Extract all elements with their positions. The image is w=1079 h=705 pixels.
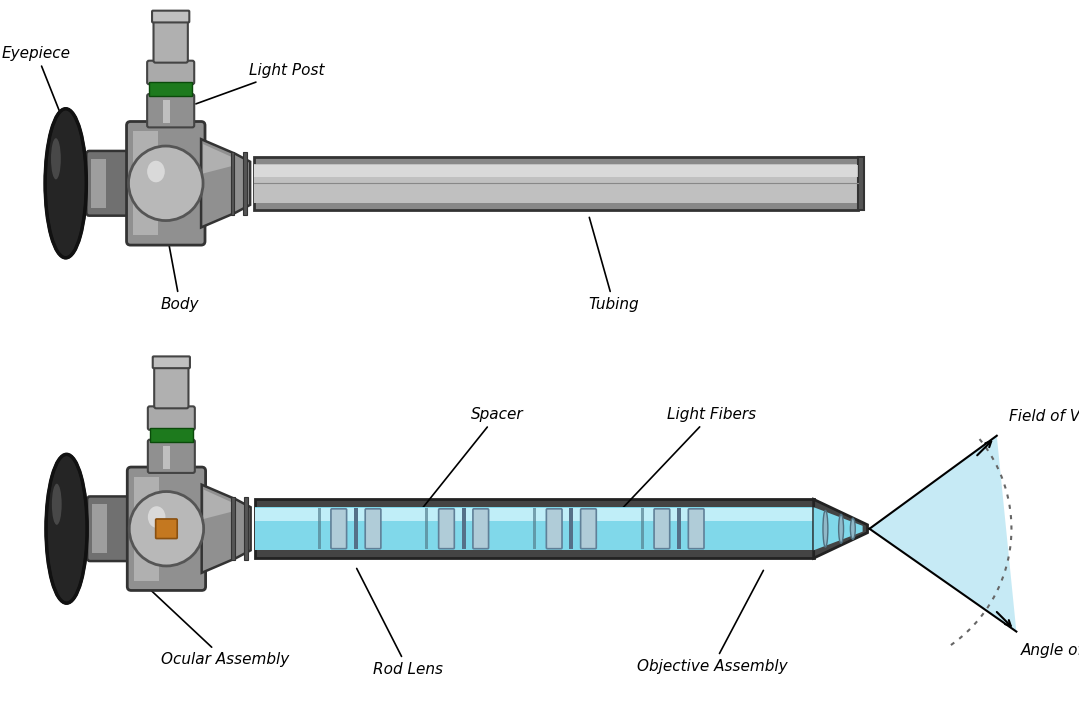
- FancyBboxPatch shape: [365, 509, 381, 548]
- FancyBboxPatch shape: [87, 496, 134, 561]
- FancyBboxPatch shape: [152, 11, 189, 23]
- Text: Eyepiece: Eyepiece: [2, 46, 71, 112]
- FancyBboxPatch shape: [153, 18, 188, 63]
- Bar: [858, 157, 864, 210]
- Ellipse shape: [850, 518, 856, 539]
- Bar: [254, 157, 858, 210]
- FancyBboxPatch shape: [581, 509, 597, 548]
- FancyBboxPatch shape: [439, 509, 454, 548]
- Bar: [231, 152, 234, 215]
- Text: Body: Body: [161, 230, 200, 312]
- FancyBboxPatch shape: [546, 509, 562, 548]
- FancyBboxPatch shape: [473, 509, 489, 548]
- Bar: [533, 508, 536, 549]
- Polygon shape: [203, 144, 233, 173]
- Ellipse shape: [51, 138, 60, 179]
- Circle shape: [128, 146, 203, 221]
- Bar: [134, 477, 159, 581]
- Bar: [254, 165, 858, 177]
- Text: Field of View: Field of View: [1009, 409, 1079, 424]
- Bar: [317, 508, 320, 549]
- FancyBboxPatch shape: [654, 509, 670, 548]
- FancyBboxPatch shape: [148, 440, 195, 473]
- FancyBboxPatch shape: [155, 519, 177, 539]
- Text: Rod Lens: Rod Lens: [357, 568, 443, 677]
- Bar: [92, 504, 107, 553]
- FancyBboxPatch shape: [147, 94, 194, 128]
- Bar: [462, 508, 465, 549]
- Ellipse shape: [46, 454, 87, 603]
- Polygon shape: [201, 139, 250, 228]
- Circle shape: [129, 491, 204, 566]
- FancyBboxPatch shape: [154, 363, 189, 408]
- Bar: [255, 508, 814, 521]
- Text: Objective Assembly: Objective Assembly: [638, 570, 788, 674]
- Bar: [570, 508, 573, 549]
- FancyBboxPatch shape: [148, 406, 195, 430]
- Bar: [641, 508, 644, 549]
- Bar: [149, 82, 192, 96]
- Polygon shape: [814, 507, 862, 551]
- Text: Light Fibers: Light Fibers: [619, 407, 756, 511]
- Bar: [231, 498, 235, 560]
- Ellipse shape: [45, 109, 86, 258]
- FancyBboxPatch shape: [331, 509, 346, 548]
- Bar: [150, 428, 193, 441]
- FancyBboxPatch shape: [127, 467, 206, 591]
- Bar: [254, 164, 858, 203]
- Bar: [92, 159, 106, 208]
- Ellipse shape: [148, 506, 165, 528]
- Ellipse shape: [838, 515, 844, 543]
- Polygon shape: [202, 485, 250, 572]
- Ellipse shape: [147, 161, 165, 183]
- Text: Spacer: Spacer: [414, 407, 523, 519]
- FancyBboxPatch shape: [126, 121, 205, 245]
- Text: Angle of View: Angle of View: [1021, 643, 1079, 658]
- FancyBboxPatch shape: [153, 357, 190, 368]
- Bar: [163, 100, 169, 123]
- Bar: [164, 446, 170, 469]
- Bar: [255, 499, 814, 558]
- Bar: [255, 507, 814, 551]
- Bar: [354, 508, 358, 549]
- Bar: [244, 498, 248, 560]
- Ellipse shape: [52, 484, 62, 525]
- Text: Ocular Assembly: Ocular Assembly: [148, 587, 289, 667]
- Text: Light Post: Light Post: [196, 63, 325, 104]
- Bar: [678, 508, 681, 549]
- Polygon shape: [204, 489, 234, 519]
- Bar: [134, 131, 158, 235]
- Ellipse shape: [823, 510, 828, 547]
- Polygon shape: [870, 436, 1016, 632]
- Bar: [425, 508, 428, 549]
- Text: Tubing: Tubing: [588, 217, 639, 312]
- Bar: [243, 152, 247, 215]
- FancyBboxPatch shape: [688, 509, 704, 548]
- FancyBboxPatch shape: [147, 61, 194, 84]
- Polygon shape: [814, 499, 868, 558]
- FancyBboxPatch shape: [86, 151, 134, 216]
